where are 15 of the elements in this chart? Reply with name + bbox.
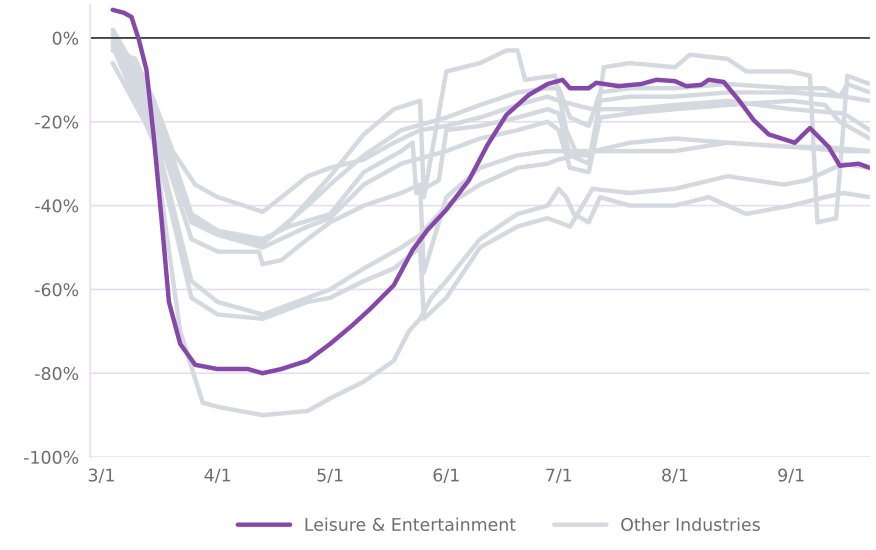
y-tick-label: 0%: [52, 32, 78, 45]
x-tick-label: 9/1: [778, 468, 804, 483]
x-tick-label: 7/1: [546, 468, 572, 483]
y-tick-label: -40%: [35, 199, 78, 212]
y-tick-label: -100%: [24, 450, 78, 464]
legend-label: Other Industries: [621, 518, 760, 532]
x-tick-label: 3/1: [88, 468, 114, 483]
x-tick-label: 6/1: [434, 468, 459, 483]
x-tick-label: 8/1: [662, 468, 688, 483]
y-tick-label: -20%: [35, 115, 78, 129]
x-tick-label: 5/1: [317, 468, 342, 483]
y-tick-label: -60%: [35, 283, 78, 296]
legend-label: Leisure & Entertainment: [306, 518, 516, 532]
y-tick-label: -80%: [35, 366, 78, 380]
x-tick-label: 4/1: [204, 468, 230, 483]
